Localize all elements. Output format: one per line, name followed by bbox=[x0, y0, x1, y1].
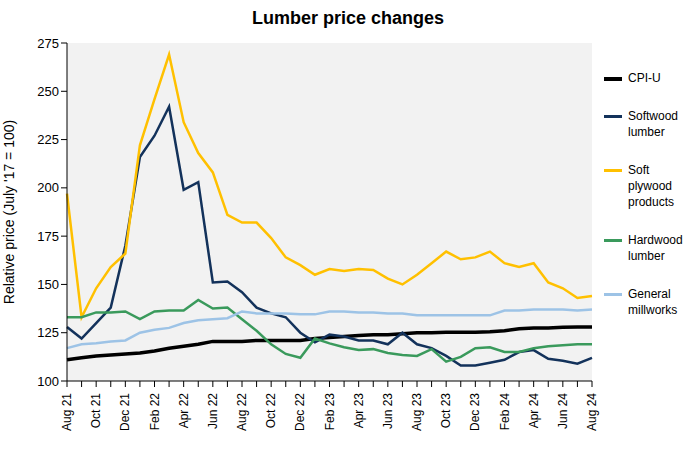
svg-text:Apr 23: Apr 23 bbox=[352, 393, 366, 429]
svg-text:Feb 24: Feb 24 bbox=[498, 393, 512, 431]
svg-text:Apr 22: Apr 22 bbox=[177, 393, 191, 429]
svg-text:Dec 23: Dec 23 bbox=[468, 393, 482, 431]
html-text:Soft plywood products: Soft plywood products bbox=[628, 163, 674, 209]
svg-text:250: 250 bbox=[37, 84, 59, 99]
svg-text:Oct 21: Oct 21 bbox=[89, 393, 103, 429]
svg-text:275: 275 bbox=[37, 36, 59, 51]
svg-text:Aug 23: Aug 23 bbox=[410, 393, 424, 431]
svg-text:175: 175 bbox=[37, 229, 59, 244]
svg-text:Oct 22: Oct 22 bbox=[264, 393, 278, 429]
html-text:General millworks: General millworks bbox=[628, 287, 678, 317]
svg-text:225: 225 bbox=[37, 132, 59, 147]
svg-text:125: 125 bbox=[37, 325, 59, 340]
svg-text:Dec 22: Dec 22 bbox=[293, 393, 307, 431]
svg-text:Jun 23: Jun 23 bbox=[381, 393, 395, 429]
html-text:Hardwood lumber: Hardwood lumber bbox=[628, 233, 683, 263]
html-text:Lumber price changes: Lumber price changes bbox=[252, 8, 444, 28]
html-text:Softwood lumber: Softwood lumber bbox=[628, 109, 678, 139]
svg-text:Dec 21: Dec 21 bbox=[118, 393, 132, 431]
svg-text:Apr 24: Apr 24 bbox=[527, 393, 541, 429]
html-text:CPI-U: CPI-U bbox=[628, 71, 661, 85]
svg-text:Relative price (July '17 = 100: Relative price (July '17 = 100) bbox=[8, 120, 17, 304]
svg-text:150: 150 bbox=[37, 277, 59, 292]
svg-text:Jun 24: Jun 24 bbox=[556, 393, 570, 429]
svg-text:Oct 23: Oct 23 bbox=[439, 393, 453, 429]
svg-text:Aug 22: Aug 22 bbox=[235, 393, 249, 431]
svg-text:Feb 23: Feb 23 bbox=[323, 393, 337, 431]
svg-text:Jun 22: Jun 22 bbox=[206, 393, 220, 429]
svg-text:Feb 22: Feb 22 bbox=[148, 393, 162, 431]
svg-text:200: 200 bbox=[37, 180, 59, 195]
svg-text:Aug 24: Aug 24 bbox=[585, 393, 599, 431]
svg-text:100: 100 bbox=[37, 374, 59, 389]
svg-text:Aug 21: Aug 21 bbox=[60, 393, 74, 431]
